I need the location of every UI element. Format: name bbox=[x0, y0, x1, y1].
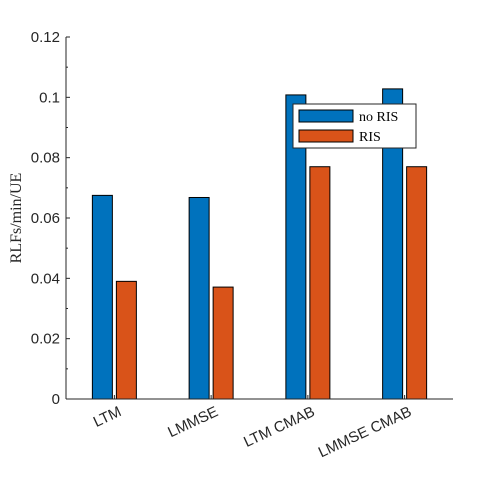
legend: no RIS RIS bbox=[292, 103, 417, 149]
y-tick-label: 0.08 bbox=[31, 150, 60, 167]
legend-swatch-no-ris bbox=[298, 109, 354, 123]
x-tick-label: LTM CMAB bbox=[241, 403, 317, 451]
bar-ris-lmmse-cmab bbox=[406, 166, 428, 400]
y-tick-label: 0.02 bbox=[31, 331, 60, 348]
y-tick-label: 0.1 bbox=[39, 89, 60, 106]
bar-no-ris-ltm bbox=[91, 194, 113, 400]
bar-ris-ltm bbox=[115, 280, 137, 400]
x-tick-label: LTM bbox=[91, 403, 124, 431]
x-tick-label: LMMSE CMAB bbox=[316, 403, 415, 461]
y-tick-label: 0 bbox=[52, 391, 60, 408]
bar-ris-ltm-cmab bbox=[309, 166, 331, 400]
y-tick-label: 0.04 bbox=[31, 270, 60, 287]
bars-layer bbox=[91, 88, 428, 400]
legend-label-ris: RIS bbox=[359, 130, 381, 145]
y-tick-label: 0.06 bbox=[31, 210, 60, 227]
legend-swatch-ris bbox=[298, 129, 354, 143]
y-axis-label: RLFs/min/UE bbox=[8, 173, 25, 264]
legend-label-no-ris: no RIS bbox=[359, 110, 398, 125]
y-tick-label: 0.12 bbox=[31, 29, 60, 46]
bar-no-ris-lmmse bbox=[188, 196, 210, 400]
x-tick-label: LMMSE bbox=[165, 403, 221, 441]
bar-ris-lmmse bbox=[212, 286, 234, 400]
